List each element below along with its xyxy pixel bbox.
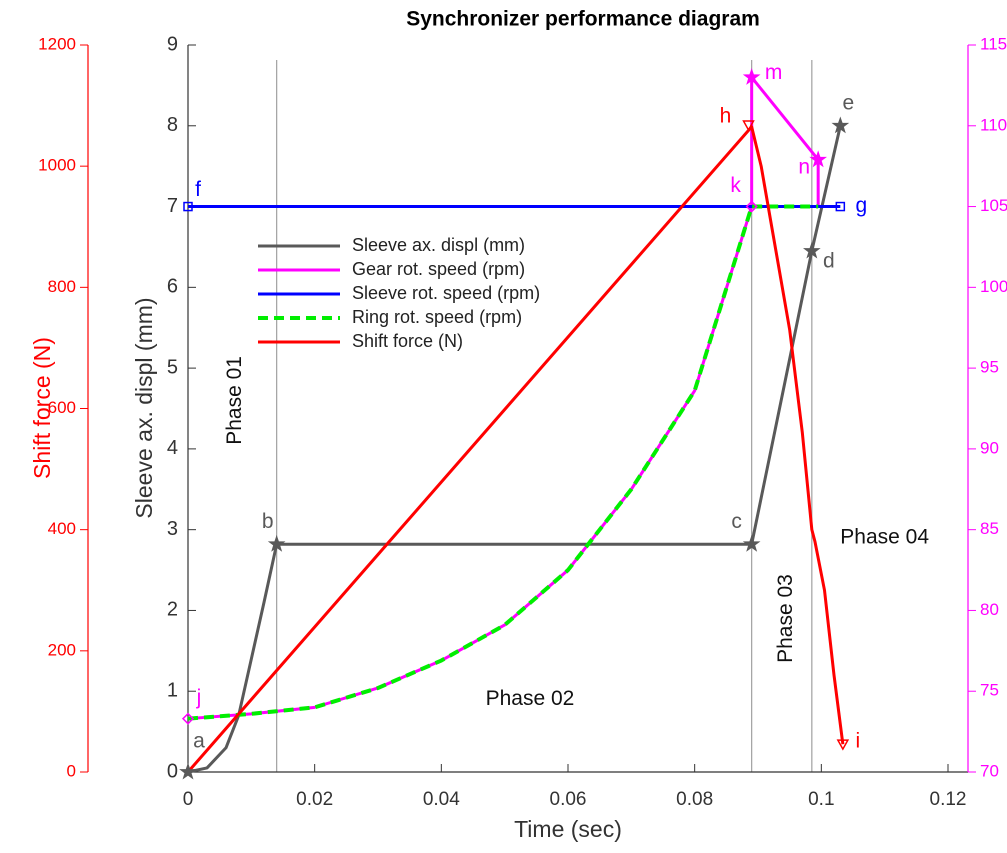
y-tick-label: 4 — [167, 437, 178, 459]
legend-label: Shift force (N) — [352, 331, 463, 351]
y2-tick-label: 95 — [980, 358, 999, 377]
series-line — [186, 125, 845, 773]
y-tick-label: 7 — [167, 195, 178, 217]
point-marker — [745, 200, 758, 213]
force-tick-label: 800 — [48, 277, 76, 296]
point-label: m — [765, 61, 783, 84]
point-marker — [836, 739, 850, 751]
force-axis-title: Shift force (N) — [29, 337, 55, 479]
series-line — [187, 75, 820, 721]
legend-label: Sleeve ax. displ (mm) — [352, 235, 525, 255]
point-label: j — [196, 686, 202, 709]
y-tick-label: 1 — [167, 680, 178, 702]
point-label: b — [262, 510, 274, 533]
point-label: e — [842, 91, 854, 114]
chart-title: Synchronizer performance diagram — [406, 8, 760, 31]
point-label: c — [731, 510, 742, 533]
point-marker — [835, 201, 846, 212]
point-marker — [267, 534, 286, 552]
point-marker — [803, 241, 821, 259]
point-label: i — [856, 730, 861, 753]
point-marker — [179, 762, 197, 780]
y-tick-label: 8 — [167, 114, 178, 136]
y2-tick-label: 70 — [980, 761, 999, 780]
phase-label: Phase 02 — [486, 687, 575, 710]
y2-tick-label: 75 — [980, 681, 999, 700]
point-label: g — [855, 194, 867, 217]
x-axis-title: Time (sec) — [514, 816, 622, 842]
y2-tick-label: 85 — [980, 519, 999, 538]
x-tick-label: 0.06 — [550, 789, 587, 810]
y2-tick-label: 105 — [980, 196, 1007, 215]
point-label: h — [720, 105, 732, 128]
x-tick-label: 0.04 — [423, 789, 460, 810]
y2-tick-label: 90 — [980, 438, 999, 457]
y2-tick-label: 100 — [980, 277, 1007, 296]
legend-label: Ring rot. speed (rpm) — [352, 307, 522, 327]
point-label: n — [798, 155, 810, 178]
force-tick-label: 1000 — [38, 156, 76, 175]
y-tick-label: 9 — [167, 33, 178, 55]
legend-label: Sleeve rot. speed (rpm) — [352, 283, 540, 303]
x-tick-label: 0 — [183, 789, 194, 810]
point-label: a — [193, 730, 205, 753]
force-tick-label: 200 — [48, 640, 76, 659]
point-marker — [831, 116, 850, 134]
point-marker — [183, 201, 193, 212]
point-marker — [181, 712, 195, 725]
point-marker — [809, 150, 827, 168]
x-tick-label: 0.02 — [296, 789, 333, 810]
point-marker — [742, 68, 761, 85]
y2-tick-label: 115 — [980, 34, 1007, 53]
x-tick-label: 0.1 — [808, 789, 834, 810]
force-tick-label: 400 — [48, 519, 76, 538]
y-tick-label: 2 — [167, 599, 178, 621]
point-label: d — [823, 250, 835, 273]
y-tick-label: 6 — [167, 276, 178, 298]
point-label: k — [730, 174, 741, 197]
point-marker — [742, 534, 761, 552]
x-tick-label: 0.12 — [930, 789, 967, 810]
phase-label: Phase 01 — [223, 356, 246, 445]
y-tick-label: 5 — [167, 356, 178, 378]
y-tick-label: 3 — [167, 518, 178, 540]
x-tick-label: 0.08 — [676, 789, 713, 810]
point-marker — [742, 120, 755, 132]
phase-label: Phase 03 — [774, 574, 797, 663]
y2-tick-label: 80 — [980, 600, 999, 619]
phase-label: Phase 04 — [840, 525, 929, 548]
force-tick-label: 1200 — [38, 34, 76, 53]
legend-label: Gear rot. speed (rpm) — [352, 259, 525, 279]
force-tick-label: 600 — [48, 398, 76, 417]
y-axis-title: Sleeve ax. displ (mm) — [131, 297, 157, 518]
series-line — [187, 125, 842, 774]
series-line — [187, 204, 819, 721]
force-tick-label: 0 — [67, 761, 76, 780]
point-label: f — [195, 178, 201, 201]
y2-tick-label: 110 — [980, 115, 1007, 134]
y-tick-label: 0 — [167, 760, 178, 782]
